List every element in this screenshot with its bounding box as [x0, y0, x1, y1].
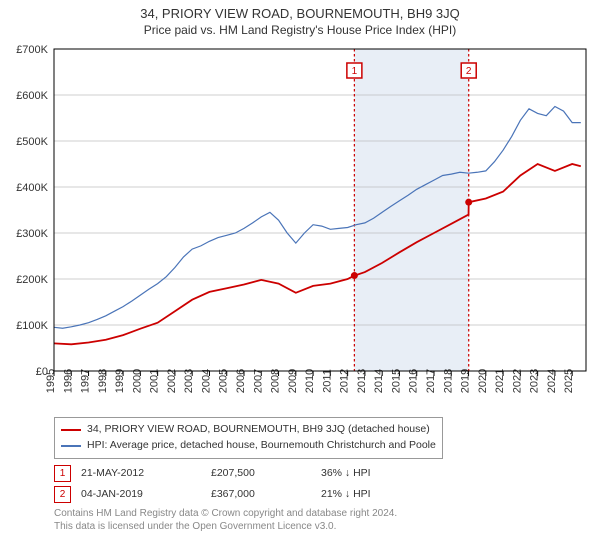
sale-dot: [465, 199, 472, 206]
shade-band: [354, 49, 468, 371]
x-tick-label: 2014: [373, 369, 385, 393]
x-tick-label: 2025: [563, 369, 575, 393]
series-hpi: [54, 107, 581, 329]
x-tick-label: 2004: [200, 369, 212, 393]
sale-dot: [351, 272, 358, 279]
y-tick-label: £600K: [16, 90, 48, 102]
legend-swatch: [61, 445, 81, 447]
x-tick-label: 2003: [183, 369, 195, 393]
x-tick-label: 2005: [218, 369, 230, 393]
x-tick-label: 2017: [425, 369, 437, 393]
sale-row: 1 21-MAY-2012£207,50036% ↓ HPI: [54, 465, 580, 482]
price-chart: £0£100K£200K£300K£400K£500K£600K£700K199…: [0, 43, 600, 413]
y-tick-label: £100K: [16, 320, 48, 332]
legend-label: HPI: Average price, detached house, Bour…: [87, 438, 436, 454]
legend-swatch: [61, 429, 81, 431]
x-tick-label: 1996: [62, 369, 74, 393]
sale-price: £207,500: [211, 467, 321, 479]
legend-row: 34, PRIORY VIEW ROAD, BOURNEMOUTH, BH9 3…: [61, 422, 436, 438]
x-tick-label: 2023: [529, 369, 541, 393]
y-tick-label: £500K: [16, 136, 48, 148]
x-tick-label: 2006: [235, 369, 247, 393]
y-tick-label: £700K: [16, 44, 48, 56]
sale-badge-num: 2: [466, 66, 472, 77]
x-tick-label: 2024: [546, 369, 558, 393]
x-tick-label: 2008: [270, 369, 282, 393]
x-tick-label: 2000: [131, 369, 143, 393]
chart-title: 34, PRIORY VIEW ROAD, BOURNEMOUTH, BH9 3…: [0, 6, 600, 21]
y-tick-label: £400K: [16, 182, 48, 194]
x-tick-label: 2022: [511, 369, 523, 393]
sale-row: 2 04-JAN-2019£367,00021% ↓ HPI: [54, 486, 580, 503]
x-tick-label: 2021: [494, 369, 506, 393]
x-tick-label: 2015: [390, 369, 402, 393]
x-tick-label: 1998: [97, 369, 109, 393]
sale-date: 04-JAN-2019: [81, 488, 211, 500]
x-tick-label: 2019: [460, 369, 472, 393]
copyright-line: Contains HM Land Registry data © Crown c…: [54, 507, 580, 520]
sale-row-badge: 2: [54, 486, 71, 503]
legend: 34, PRIORY VIEW ROAD, BOURNEMOUTH, BH9 3…: [54, 417, 443, 459]
sale-price: £367,000: [211, 488, 321, 500]
sale-relative: 36% ↓ HPI: [321, 467, 371, 479]
legend-row: HPI: Average price, detached house, Bour…: [61, 438, 436, 454]
x-tick-label: 2011: [321, 369, 333, 393]
legend-label: 34, PRIORY VIEW ROAD, BOURNEMOUTH, BH9 3…: [87, 422, 430, 438]
y-tick-label: £300K: [16, 228, 48, 240]
sale-row-badge: 1: [54, 465, 71, 482]
series-price_paid: [54, 164, 581, 344]
x-tick-label: 2001: [149, 369, 161, 393]
sale-badge-num: 1: [352, 66, 358, 77]
x-tick-label: 2018: [442, 369, 454, 393]
x-tick-label: 1999: [114, 369, 126, 393]
x-tick-label: 2009: [287, 369, 299, 393]
sales-list: 1 21-MAY-2012£207,50036% ↓ HPI 2 04-JAN-201…: [54, 465, 580, 503]
x-tick-label: 2012: [339, 369, 351, 393]
x-tick-label: 2013: [356, 369, 368, 393]
x-tick-label: 1995: [45, 369, 57, 393]
chart-subtitle: Price paid vs. HM Land Registry's House …: [0, 23, 600, 37]
sale-date: 21-MAY-2012: [81, 467, 211, 479]
copyright: Contains HM Land Registry data © Crown c…: [54, 507, 580, 533]
copyright-line: This data is licensed under the Open Gov…: [54, 520, 580, 533]
x-tick-label: 1997: [80, 369, 92, 393]
x-tick-label: 2020: [477, 369, 489, 393]
x-tick-label: 2010: [304, 369, 316, 393]
x-tick-label: 2016: [408, 369, 420, 393]
y-tick-label: £200K: [16, 274, 48, 286]
x-tick-label: 2002: [166, 369, 178, 393]
x-tick-label: 2007: [252, 369, 264, 393]
sale-relative: 21% ↓ HPI: [321, 488, 371, 500]
